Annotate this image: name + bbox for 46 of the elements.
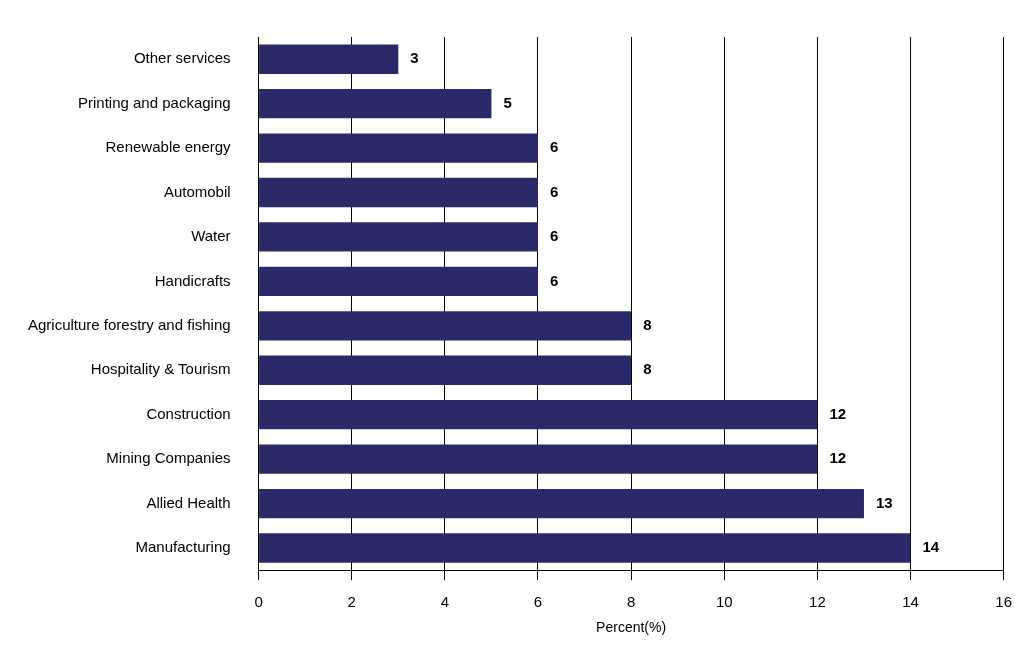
x-tick-label: 6 <box>533 593 543 611</box>
data-label: 5 <box>503 93 512 111</box>
bar <box>259 355 632 385</box>
y-tick-label: Water <box>191 227 231 245</box>
x-axis-title: Percent(%) <box>596 619 667 636</box>
bar <box>259 88 492 119</box>
data-label: 12 <box>829 449 847 467</box>
y-tick-label: Hospitality & Tourism <box>90 360 231 378</box>
data-label: 14 <box>922 538 940 556</box>
bar <box>259 488 864 519</box>
bar <box>259 533 911 563</box>
bar <box>259 177 538 208</box>
y-tick-label: Agriculture forestry and fishing <box>27 315 231 333</box>
data-label: 12 <box>829 404 847 422</box>
data-label: 6 <box>549 271 559 289</box>
y-tick-label: Other services <box>133 49 231 67</box>
x-tick-label: 16 <box>995 593 1012 611</box>
x-tick-label: 14 <box>902 593 919 611</box>
y-tick-label: Allied Health <box>146 493 231 511</box>
y-tick-label: Automobil <box>163 182 231 200</box>
data-label: 8 <box>643 315 652 333</box>
y-tick-label: Construction <box>146 404 231 422</box>
data-label: 6 <box>549 182 559 200</box>
bar <box>259 44 399 74</box>
x-tick-label: 2 <box>347 593 356 611</box>
data-label: 8 <box>643 360 652 378</box>
x-tick-label: 8 <box>626 593 636 611</box>
x-tick-label: 4 <box>440 593 450 611</box>
bar <box>259 133 538 163</box>
x-tick-label: 10 <box>715 593 733 611</box>
bar <box>259 311 632 341</box>
bar <box>259 444 818 474</box>
bar <box>259 400 818 430</box>
data-label: 13 <box>875 493 893 511</box>
y-tick-label: Renewable energy <box>105 138 232 156</box>
bar <box>259 266 538 297</box>
x-tick-label: 0 <box>254 593 263 611</box>
x-tick-label: 12 <box>809 593 826 611</box>
y-tick-label: Handicrafts <box>154 271 231 289</box>
bar <box>259 222 538 252</box>
y-tick-label: Printing and packaging <box>77 93 231 111</box>
data-label: 6 <box>549 138 559 156</box>
data-label: 6 <box>549 227 559 245</box>
y-tick-label: Mining Companies <box>106 449 231 467</box>
data-label: 3 <box>410 49 419 67</box>
y-tick-label: Manufacturing <box>135 538 231 556</box>
